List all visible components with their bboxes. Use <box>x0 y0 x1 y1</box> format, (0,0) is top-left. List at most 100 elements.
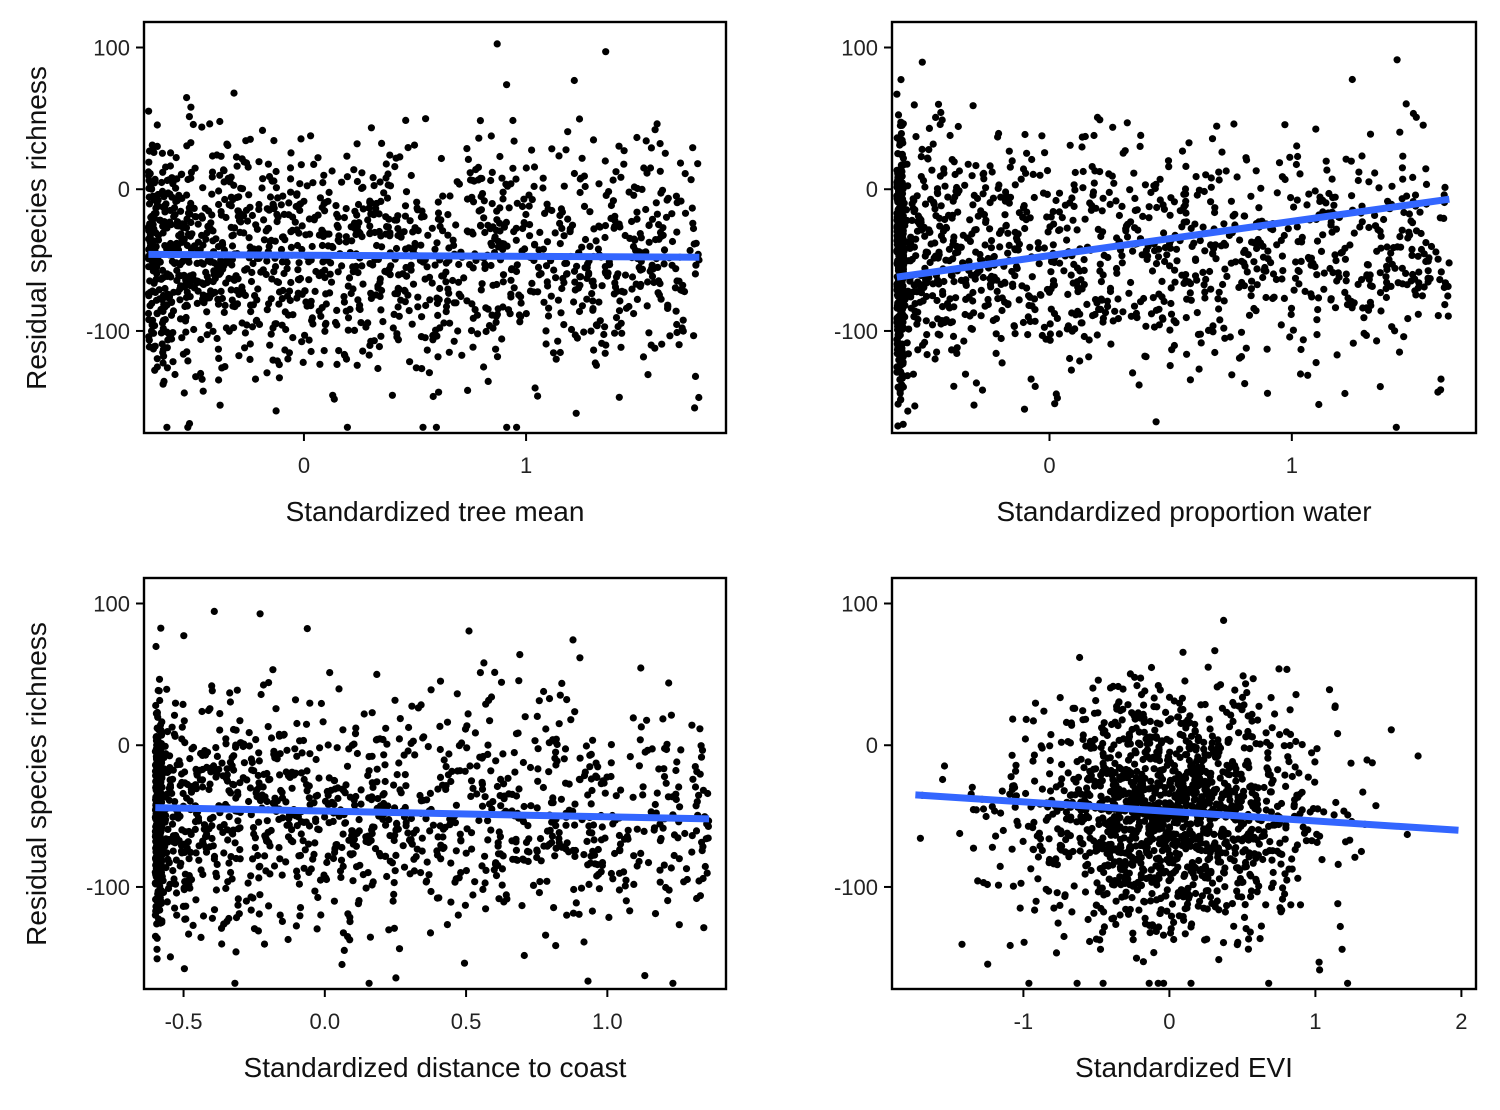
scatter-point <box>567 716 575 724</box>
scatter-point <box>1036 171 1044 179</box>
scatter-point <box>918 145 926 153</box>
scatter-point <box>435 894 443 902</box>
scatter-point <box>461 767 469 775</box>
scatter-point <box>260 940 269 948</box>
scatter-point <box>934 276 942 284</box>
scatter-point <box>385 215 393 223</box>
scatter-point <box>1404 315 1412 323</box>
scatter-point <box>171 798 179 806</box>
scatter-point <box>221 363 229 371</box>
scatter-point <box>1278 173 1286 181</box>
scatter-point <box>296 737 304 745</box>
scatter-point <box>319 718 327 726</box>
scatter-point <box>926 258 934 267</box>
scatter-point <box>301 846 309 854</box>
scatter-point <box>602 48 610 56</box>
scatter-point <box>377 306 385 314</box>
scatter-point <box>375 343 383 351</box>
scatter-point <box>499 195 507 203</box>
scatter-point <box>594 245 603 253</box>
scatter-point <box>266 193 275 201</box>
scatter-point <box>1207 183 1215 191</box>
scatter-point <box>1215 176 1223 184</box>
scatter-point <box>581 182 589 191</box>
scatter-point <box>592 237 600 245</box>
scatter-point <box>319 232 327 240</box>
scatter-point <box>1315 400 1323 409</box>
scatter-point <box>442 785 450 794</box>
scatter-point <box>689 775 697 783</box>
scatter-point <box>1006 163 1014 171</box>
scatter-point <box>1229 212 1237 220</box>
scatter-point <box>479 885 487 894</box>
scatter-point <box>1287 304 1296 312</box>
scatter-point <box>1172 245 1181 253</box>
scatter-point <box>597 780 605 788</box>
scatter-point <box>1119 308 1127 316</box>
scatter-point <box>157 770 165 778</box>
scatter-point <box>275 844 283 852</box>
scatter-point <box>213 752 221 761</box>
scatter-point <box>1326 264 1334 273</box>
scatter-point <box>180 717 188 725</box>
scatter-point <box>423 858 431 866</box>
scatter-point <box>183 94 191 102</box>
scatter-point <box>207 258 215 266</box>
scatter-point <box>1297 345 1305 354</box>
scatter-point <box>417 701 425 709</box>
scatter-point <box>588 907 597 915</box>
scatter-point <box>277 786 285 795</box>
scatter-point <box>542 931 550 939</box>
scatter-point <box>178 258 186 267</box>
scatter-point <box>1234 825 1242 833</box>
scatter-point <box>414 293 422 301</box>
scatter-point <box>242 897 250 905</box>
scatter-point <box>310 160 318 168</box>
scatter-point <box>1038 132 1046 140</box>
scatter-point <box>1280 231 1288 240</box>
scatter-point <box>548 832 557 840</box>
scatter-point <box>1277 321 1285 329</box>
scatter-point <box>1098 207 1106 215</box>
scatter-point <box>1191 272 1200 280</box>
scatter-point <box>1145 214 1153 222</box>
scatter-point <box>1293 196 1301 204</box>
scatter-point <box>1182 271 1190 279</box>
scatter-point <box>588 290 596 298</box>
scatter-point <box>1011 181 1019 189</box>
scatter-point <box>261 793 269 801</box>
scatter-point <box>937 108 945 117</box>
scatter-point <box>191 825 199 834</box>
scatter-point <box>189 274 197 282</box>
scatter-point <box>347 289 355 298</box>
scatter-point <box>530 182 538 190</box>
y-tick-label: 100 <box>93 36 130 61</box>
scatter-point <box>699 843 707 851</box>
scatter-point <box>1071 325 1079 333</box>
scatter-point <box>1348 192 1356 200</box>
scatter-point <box>580 938 588 946</box>
scatter-point <box>986 162 994 170</box>
scatter-point <box>518 202 527 211</box>
fit-line <box>896 195 1450 281</box>
scatter-point <box>469 198 478 206</box>
scatter-point <box>1116 911 1124 919</box>
scatter-point <box>209 842 217 850</box>
scatter-point <box>509 164 517 172</box>
scatter-point <box>355 304 363 313</box>
scatter-point <box>291 696 300 704</box>
scatter-point <box>1291 274 1300 282</box>
scatter-point <box>639 791 647 799</box>
scatter-point <box>1220 220 1228 228</box>
scatter-point <box>151 366 159 374</box>
scatter-point <box>580 172 589 180</box>
scatter-point <box>899 383 908 391</box>
scatter-point <box>1073 226 1081 234</box>
scatter-point <box>492 872 501 880</box>
scatter-point <box>1294 266 1302 275</box>
scatter-point <box>299 358 307 366</box>
scatter-point <box>1132 309 1140 317</box>
scatter-point <box>543 842 551 850</box>
scatter-point <box>233 193 241 202</box>
scatter-point <box>324 741 332 749</box>
